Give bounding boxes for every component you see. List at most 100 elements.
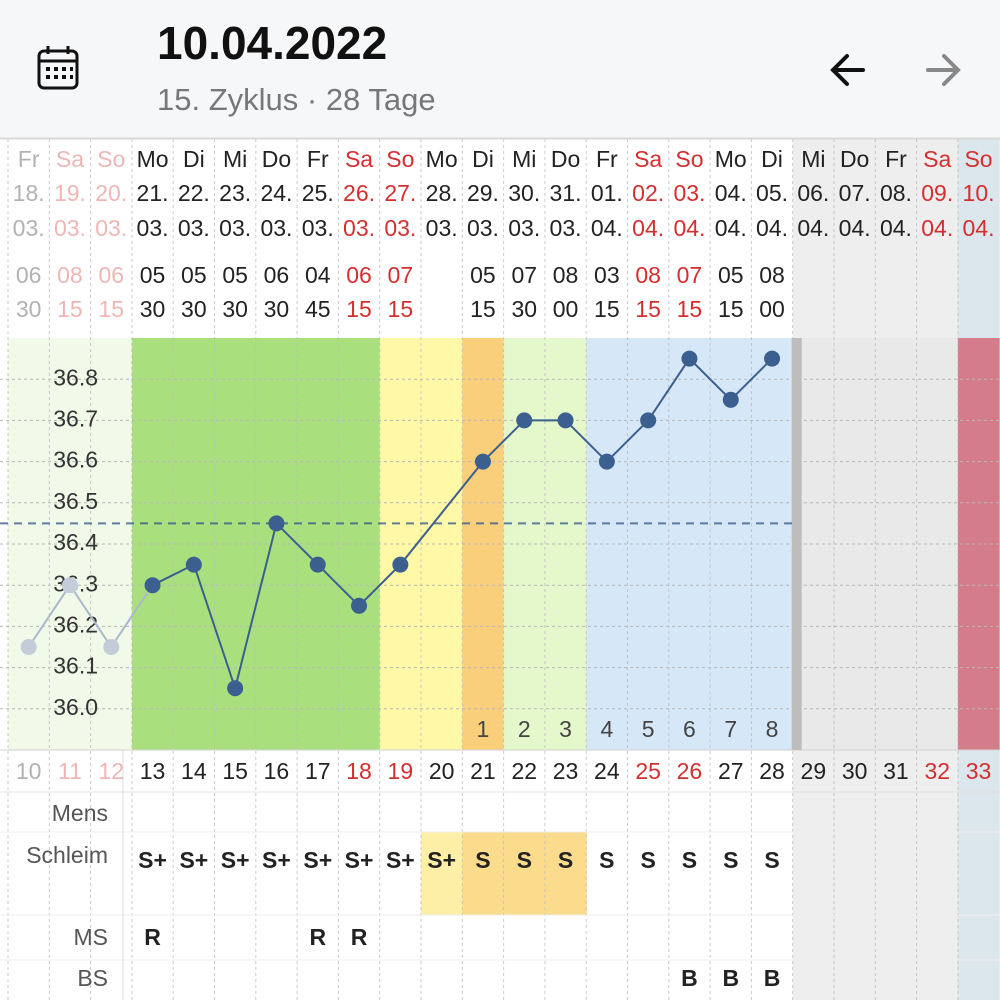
time-hour: 06 (264, 262, 290, 288)
time-hour: 05 (140, 262, 166, 288)
temperature-line-segment (482, 419, 525, 463)
day-label: 01. (591, 180, 623, 206)
weekday-label: Fr (596, 146, 618, 172)
day-label: 10. (963, 180, 995, 206)
lower-cell-bg (627, 750, 670, 1000)
time-hour: 05 (181, 262, 207, 288)
cycle-day: 27 (718, 758, 744, 784)
cycle-day: 28 (759, 758, 785, 784)
day-label: 08. (880, 180, 912, 206)
time-minute: 15 (388, 296, 414, 322)
time-hour: 06 (16, 262, 42, 288)
post-ovulation-day: 7 (724, 716, 737, 742)
mucus-highlight (462, 832, 505, 915)
symptom-value: S+ (386, 847, 415, 873)
time-minute: 15 (470, 296, 496, 322)
temperature-line-segment (234, 523, 278, 689)
header-cell-bg (916, 139, 959, 338)
next-button[interactable] (926, 54, 961, 86)
lower-cell-bg (957, 750, 1000, 1000)
calendar-button[interactable] (37, 46, 79, 90)
y-tick-label: 36.6 (53, 447, 98, 473)
lower-cell-bg (255, 750, 298, 1000)
cycle-day: 32 (924, 758, 950, 784)
month-label: 03. (137, 215, 169, 241)
post-ovulation-day: 5 (642, 716, 655, 742)
month-label: 03. (384, 215, 416, 241)
symptom-value: R (351, 924, 368, 950)
post-ovulation-day: 3 (559, 716, 572, 742)
temperature-point (474, 453, 491, 470)
temperature-point (722, 391, 739, 408)
lower-cell-bg (668, 750, 711, 1000)
y-tick-label: 36.7 (53, 405, 98, 431)
weekday-label: Mi (801, 146, 825, 172)
lower-cell-bg (751, 750, 794, 1000)
month-label: 04. (880, 215, 912, 241)
month-label: 04. (715, 215, 747, 241)
weekday-label: So (97, 146, 125, 172)
lower-cell-bg (710, 750, 752, 1000)
mucus-highlight (544, 832, 587, 915)
month-label: 04. (839, 215, 871, 241)
symptom-value: S (764, 847, 779, 873)
symptom-value: B (722, 965, 739, 991)
temperature-line-segment (730, 357, 773, 401)
month-label: 03. (550, 215, 582, 241)
symptom-value: S (640, 847, 655, 873)
header-cell-bg (255, 139, 298, 338)
cycle-day: 24 (594, 758, 620, 784)
symptom-value: S (599, 847, 614, 873)
weekday-label: So (964, 146, 992, 172)
day-label: 22. (178, 180, 210, 206)
time-minute: 15 (98, 296, 124, 322)
header-cell-bg (379, 139, 422, 338)
weekday-label: Mi (223, 146, 247, 172)
time-hour: 07 (511, 262, 537, 288)
time-minute: 00 (759, 296, 785, 322)
header-cell-bg (710, 139, 752, 338)
time-hour: 08 (635, 262, 661, 288)
time-hour: 05 (718, 262, 744, 288)
month-label: 03. (426, 215, 458, 241)
row-label: Mens (52, 800, 108, 826)
cycle-day: 26 (677, 758, 703, 784)
month-label: 04. (632, 215, 664, 241)
time-minute: 30 (222, 296, 248, 322)
lower-cell-bg (297, 750, 339, 1000)
day-label: 03. (673, 180, 705, 206)
temperature-point (20, 639, 37, 655)
symptom-value: S+ (345, 847, 374, 873)
temperature-line-segment (27, 584, 71, 648)
lower-cell-bg (916, 750, 959, 1000)
header-cell-bg (131, 139, 174, 338)
cycle-day: 21 (470, 758, 496, 784)
weekday-label: Sa (56, 146, 84, 172)
header-cell-bg (503, 139, 546, 338)
temperature-line-segment (564, 419, 608, 463)
month-label: 04. (921, 215, 953, 241)
temperature-line-segment (358, 563, 402, 607)
lower-cell-bg (338, 750, 381, 1000)
temperature-point (61, 577, 78, 594)
day-label: 21. (137, 180, 169, 206)
month-label: 03. (302, 215, 334, 241)
header-cell-bg (834, 139, 876, 338)
weekday-label: Di (183, 146, 205, 172)
y-tick-label: 36.8 (53, 364, 98, 390)
temperature-line-segment (317, 563, 360, 607)
weekday-label: Sa (345, 146, 373, 172)
time-minute: 30 (264, 296, 290, 322)
weekday-label: So (386, 146, 414, 172)
symptom-value: S (723, 847, 738, 873)
month-label: 03. (13, 215, 45, 241)
time-minute: 15 (677, 296, 703, 322)
previous-button[interactable] (830, 54, 865, 86)
temperature-point (557, 412, 574, 429)
symptom-value: S+ (221, 847, 250, 873)
symptom-value: R (309, 924, 326, 950)
time-minute: 15 (346, 296, 372, 322)
arrow-right-icon (926, 54, 961, 86)
time-minute: 30 (140, 296, 166, 322)
time-hour: 05 (470, 262, 496, 288)
